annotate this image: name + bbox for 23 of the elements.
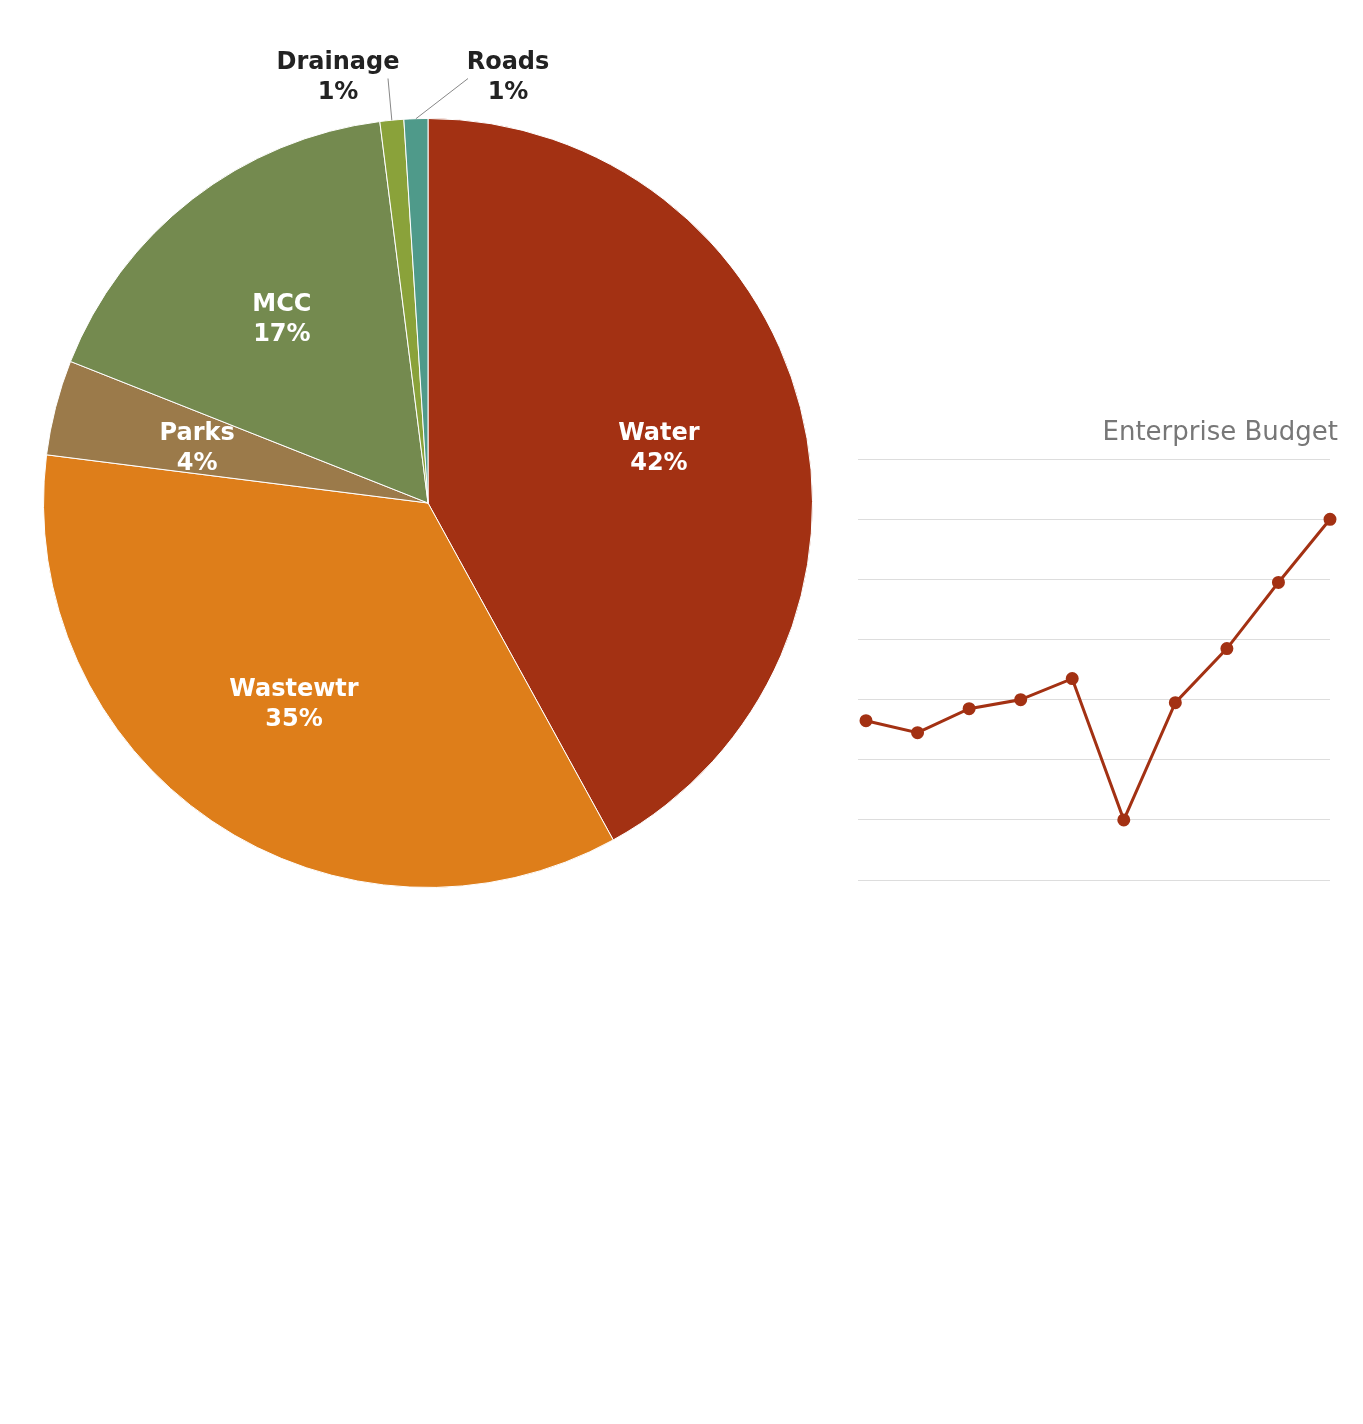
point (1014, 693, 1028, 707)
data-label: 42% (630, 447, 688, 476)
point (1271, 575, 1285, 589)
data-label: 1% (317, 76, 359, 105)
point (1117, 813, 1131, 827)
slice-label: Water (618, 417, 700, 446)
data-label: 17% (253, 318, 311, 347)
data-label: 35% (265, 704, 323, 733)
point (1168, 696, 1182, 710)
slice-label: Parks (159, 417, 235, 446)
slice-label: MCC (252, 288, 312, 317)
data-label: 1% (487, 76, 529, 105)
chart-title: Enterprise Budget (1102, 416, 1338, 447)
point (962, 702, 976, 716)
data-label: 4% (176, 447, 218, 476)
slice-label: Drainage (276, 46, 400, 75)
slice-label: Wastewtr (229, 674, 359, 703)
point (1220, 642, 1234, 656)
point (1323, 512, 1337, 526)
point (1065, 672, 1079, 686)
point (859, 714, 873, 728)
point (911, 726, 925, 740)
slice-label: Roads (466, 46, 550, 75)
